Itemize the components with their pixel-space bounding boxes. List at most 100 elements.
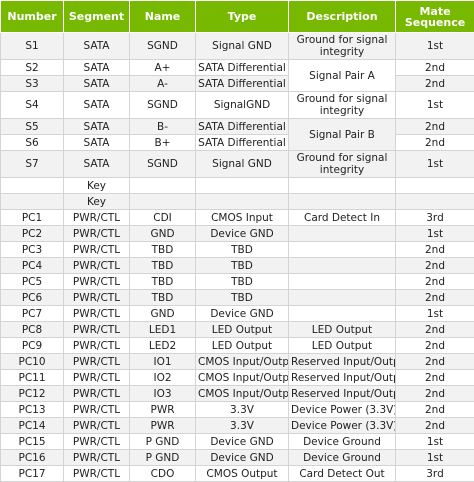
- cell-number: PC12: [1, 386, 64, 402]
- cell-description: Reserved Input/Output: [289, 354, 396, 370]
- cell-segment: PWR/CTL: [64, 338, 130, 354]
- cell-mate: 2nd: [396, 386, 474, 402]
- cell-mate: 2nd: [396, 418, 474, 434]
- cell-description: Reserved Input/Output: [289, 386, 396, 402]
- cell-mate: 2nd: [396, 322, 474, 338]
- cell-type: SATA Differential: [196, 76, 289, 92]
- cell-segment: PWR/CTL: [64, 306, 130, 322]
- cell-number: PC4: [1, 258, 64, 274]
- header-name: Name: [130, 1, 196, 33]
- cell-number: S3: [1, 76, 64, 92]
- table-row: PC11 PWR/CTL IO2 CMOS Input/Output Reser…: [1, 370, 474, 386]
- cell-name: IO3: [130, 386, 196, 402]
- header-type: Type: [196, 1, 289, 33]
- cell-mate: 1st: [396, 226, 474, 242]
- cell-description: Signal Pair A: [289, 60, 396, 92]
- cell-type: [196, 194, 289, 210]
- cell-type: 3.3V: [196, 402, 289, 418]
- table-row: PC1 PWR/CTL CDI CMOS Input Card Detect I…: [1, 210, 474, 226]
- cell-name: CDO: [130, 466, 196, 482]
- cell-number: PC7: [1, 306, 64, 322]
- cell-type: Device GND: [196, 434, 289, 450]
- cell-number: PC9: [1, 338, 64, 354]
- cell-description: [289, 194, 396, 210]
- table-row: S1 SATA SGND Signal GND Ground for signa…: [1, 33, 474, 60]
- cell-segment: SATA: [64, 76, 130, 92]
- table-row: S6 SATA B+ SATA Differential 2nd: [1, 135, 474, 151]
- cell-type: Device GND: [196, 226, 289, 242]
- cell-segment: PWR/CTL: [64, 258, 130, 274]
- cell-type: TBD: [196, 290, 289, 306]
- cell-mate: 2nd: [396, 290, 474, 306]
- cell-mate: 1st: [396, 33, 474, 60]
- cell-type: SignalGND: [196, 92, 289, 119]
- cell-name: A-: [130, 76, 196, 92]
- table-row: PC16 PWR/CTL P GND Device GND Device Gro…: [1, 450, 474, 466]
- cell-number: S4: [1, 92, 64, 119]
- cell-segment: PWR/CTL: [64, 210, 130, 226]
- cell-name: SGND: [130, 33, 196, 60]
- cell-name: IO1: [130, 354, 196, 370]
- cell-description: Device Ground: [289, 450, 396, 466]
- table-row: S3 SATA A- SATA Differential 2nd: [1, 76, 474, 92]
- cell-type: SATA Differential: [196, 60, 289, 76]
- cell-segment: PWR/CTL: [64, 274, 130, 290]
- cell-segment: PWR/CTL: [64, 370, 130, 386]
- cell-number: PC14: [1, 418, 64, 434]
- cell-number: PC3: [1, 242, 64, 258]
- cell-type: CMOS Input: [196, 210, 289, 226]
- cell-type: LED Output: [196, 322, 289, 338]
- cell-mate: 2nd: [396, 135, 474, 151]
- cell-name: B-: [130, 119, 196, 135]
- cell-type: TBD: [196, 274, 289, 290]
- cell-description: Device Power (3.3V): [289, 418, 396, 434]
- cell-number: S5: [1, 119, 64, 135]
- cell-type: 3.3V: [196, 418, 289, 434]
- cell-segment: PWR/CTL: [64, 354, 130, 370]
- header-number: Number: [1, 1, 64, 33]
- cell-mate: 2nd: [396, 354, 474, 370]
- cell-segment: PWR/CTL: [64, 226, 130, 242]
- cell-description: Card Detect In: [289, 210, 396, 226]
- cell-type: [196, 178, 289, 194]
- header-description: Description: [289, 1, 396, 33]
- table-row: S7 SATA SGND Signal GND Ground for signa…: [1, 151, 474, 178]
- cell-number: PC8: [1, 322, 64, 338]
- cell-mate: 2nd: [396, 76, 474, 92]
- cell-number: PC17: [1, 466, 64, 482]
- table-row: PC14 PWR/CTL PWR 3.3V Device Power (3.3V…: [1, 418, 474, 434]
- header-segment: Segment: [64, 1, 130, 33]
- cell-mate: 3rd: [396, 210, 474, 226]
- cell-segment: PWR/CTL: [64, 402, 130, 418]
- cell-name: TBD: [130, 258, 196, 274]
- cell-name: [130, 178, 196, 194]
- cell-number: PC16: [1, 450, 64, 466]
- cell-segment: SATA: [64, 135, 130, 151]
- cell-segment: SATA: [64, 92, 130, 119]
- cell-segment: PWR/CTL: [64, 450, 130, 466]
- cell-name: GND: [130, 226, 196, 242]
- cell-number: PC1: [1, 210, 64, 226]
- table-row: PC5 PWR/CTL TBD TBD 2nd: [1, 274, 474, 290]
- cell-name: B+: [130, 135, 196, 151]
- cell-name: TBD: [130, 242, 196, 258]
- cell-segment: PWR/CTL: [64, 418, 130, 434]
- table-row: PC17 PWR/CTL CDO CMOS Output Card Detect…: [1, 466, 474, 482]
- cell-segment: SATA: [64, 119, 130, 135]
- table-row: PC12 PWR/CTL IO3 CMOS Input/Output Reser…: [1, 386, 474, 402]
- cell-mate: 2nd: [396, 119, 474, 135]
- cell-mate: 2nd: [396, 402, 474, 418]
- table-row: S2 SATA A+ SATA Differential Signal Pair…: [1, 60, 474, 76]
- cell-name: P GND: [130, 450, 196, 466]
- cell-name: SGND: [130, 92, 196, 119]
- cell-mate: 2nd: [396, 60, 474, 76]
- cell-type: Signal GND: [196, 151, 289, 178]
- cell-mate: [396, 178, 474, 194]
- cell-number: [1, 178, 64, 194]
- cell-name: A+: [130, 60, 196, 76]
- cell-type: TBD: [196, 242, 289, 258]
- table-row: PC10 PWR/CTL IO1 CMOS Input/Output Reser…: [1, 354, 474, 370]
- cell-segment: SATA: [64, 60, 130, 76]
- cell-segment: Key: [64, 194, 130, 210]
- cell-name: IO2: [130, 370, 196, 386]
